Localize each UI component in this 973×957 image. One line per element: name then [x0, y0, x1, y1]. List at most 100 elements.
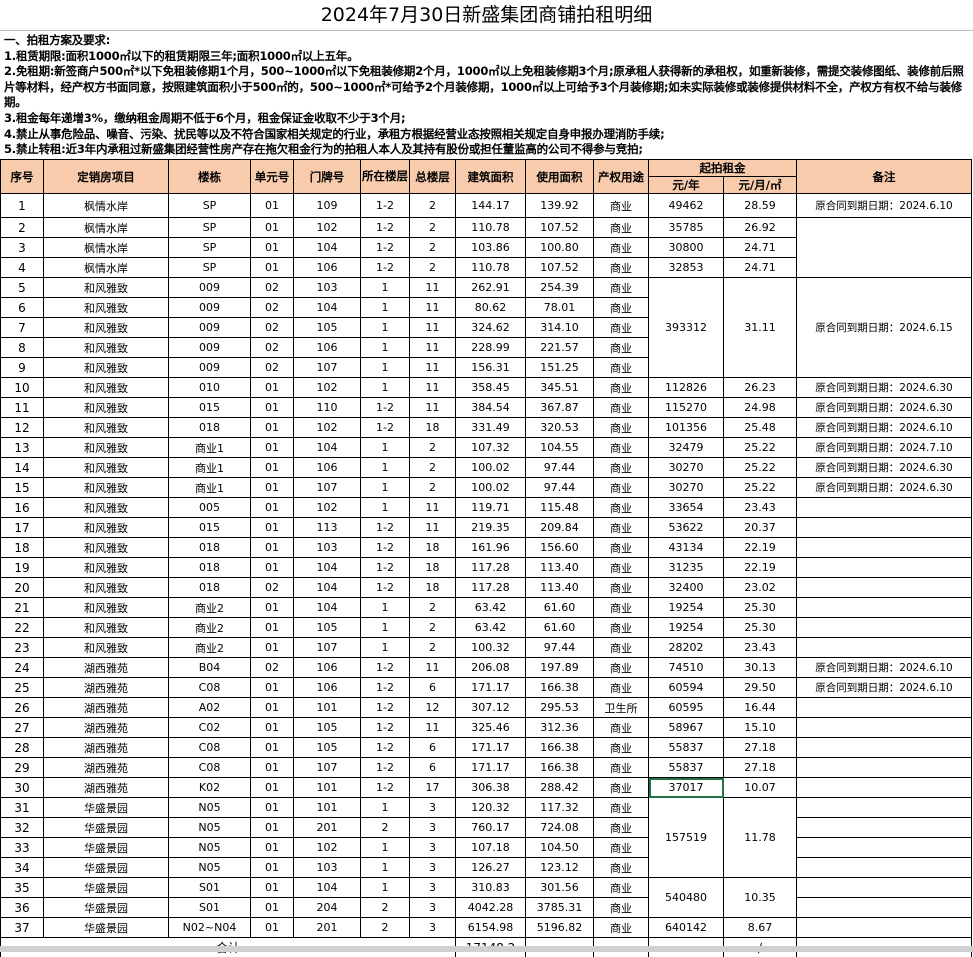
cell-unit[interactable]: 02 [251, 658, 294, 678]
cell-use-area[interactable]: 288.42 [526, 778, 594, 798]
cell-unit[interactable]: 01 [251, 458, 294, 478]
cell-build-area[interactable]: 4042.28 [456, 898, 526, 918]
cell-build-area[interactable]: 120.32 [456, 798, 526, 818]
cell-building[interactable]: C08 [169, 738, 251, 758]
cell-unit[interactable]: 02 [251, 358, 294, 378]
cell-unit[interactable]: 01 [251, 838, 294, 858]
cell-floor[interactable]: 1 [361, 298, 410, 318]
cell-project[interactable]: 枫情水岸 [44, 238, 169, 258]
cell-unit[interactable]: 01 [251, 378, 294, 398]
cell-note[interactable]: 原合同到期日期：2024.6.30 [797, 398, 972, 418]
cell-seq[interactable]: 14 [1, 458, 44, 478]
cell-rent-month[interactable]: 20.37 [724, 518, 797, 538]
cell-floor[interactable]: 1-2 [361, 758, 410, 778]
header-rent-year[interactable]: 元/年 [649, 177, 724, 194]
cell-use-area[interactable]: 724.08 [526, 818, 594, 838]
cell-floor[interactable]: 1-2 [361, 578, 410, 598]
cell-rent-month[interactable]: 25.22 [724, 458, 797, 478]
cell-seq[interactable]: 5 [1, 278, 44, 298]
cell-seq[interactable]: 30 [1, 778, 44, 798]
cell-unit[interactable]: 01 [251, 718, 294, 738]
cell-total-floors[interactable]: 3 [410, 818, 456, 838]
cell-total-floors[interactable]: 6 [410, 758, 456, 778]
cell-use-area[interactable]: 312.36 [526, 718, 594, 738]
cell-floor[interactable]: 1-2 [361, 398, 410, 418]
cell-building[interactable]: N05 [169, 858, 251, 878]
cell-use-area[interactable]: 61.60 [526, 598, 594, 618]
cell-total-floors[interactable]: 2 [410, 238, 456, 258]
cell-door[interactable]: 102 [294, 218, 361, 238]
cell-building[interactable]: 009 [169, 318, 251, 338]
cell-total-floors[interactable]: 11 [410, 278, 456, 298]
cell-floor[interactable]: 1-2 [361, 678, 410, 698]
cell-rent-year[interactable]: 112826 [649, 378, 724, 398]
cell-unit[interactable]: 01 [251, 218, 294, 238]
cell-unit[interactable]: 01 [251, 194, 294, 218]
cell-total-floors[interactable]: 2 [410, 438, 456, 458]
cell-rent-year[interactable]: 53622 [649, 518, 724, 538]
cell-unit[interactable]: 01 [251, 898, 294, 918]
cell-rent-year[interactable]: 33654 [649, 498, 724, 518]
cell-seq[interactable]: 19 [1, 558, 44, 578]
cell-floor[interactable]: 1-2 [361, 558, 410, 578]
cell-use-area[interactable]: 97.44 [526, 638, 594, 658]
cell-project[interactable]: 和风雅致 [44, 298, 169, 318]
cell-project[interactable]: 和风雅致 [44, 498, 169, 518]
cell-build-area[interactable]: 100.32 [456, 638, 526, 658]
cell-project[interactable]: 湖西雅苑 [44, 678, 169, 698]
cell-use-area[interactable]: 295.53 [526, 698, 594, 718]
cell-usage[interactable]: 商业 [594, 358, 649, 378]
cell-usage[interactable]: 商业 [594, 298, 649, 318]
cell-unit[interactable]: 01 [251, 538, 294, 558]
cell-note[interactable] [797, 578, 972, 598]
cell-floor[interactable]: 1-2 [361, 778, 410, 798]
cell-build-area[interactable]: 331.49 [456, 418, 526, 438]
cell-usage[interactable]: 商业 [594, 478, 649, 498]
cell-floor[interactable]: 2 [361, 818, 410, 838]
cell-door[interactable]: 106 [294, 258, 361, 278]
cell-use-area[interactable]: 345.51 [526, 378, 594, 398]
cell-unit[interactable]: 01 [251, 698, 294, 718]
cell-build-area[interactable]: 144.17 [456, 194, 526, 218]
cell-door[interactable]: 101 [294, 778, 361, 798]
cell-project[interactable]: 华盛景园 [44, 858, 169, 878]
cell-note[interactable] [797, 918, 972, 938]
cell-note[interactable] [797, 518, 972, 538]
cell-door[interactable]: 102 [294, 838, 361, 858]
header-seq[interactable]: 序号 [1, 160, 44, 194]
cell-total-floors[interactable]: 6 [410, 738, 456, 758]
cell-seq[interactable]: 27 [1, 718, 44, 738]
cell-build-area[interactable]: 310.83 [456, 878, 526, 898]
header-rent[interactable]: 起拍租金 [649, 160, 797, 177]
cell-seq[interactable]: 24 [1, 658, 44, 678]
cell-rent-month[interactable]: 25.48 [724, 418, 797, 438]
cell-seq[interactable]: 2 [1, 218, 44, 238]
cell-rent-month[interactable]: 27.18 [724, 758, 797, 778]
cell-door[interactable]: 106 [294, 678, 361, 698]
cell-building[interactable]: 009 [169, 338, 251, 358]
cell-rent-month[interactable]: 15.10 [724, 718, 797, 738]
cell-use-area[interactable]: 78.01 [526, 298, 594, 318]
cell-floor[interactable]: 1 [361, 858, 410, 878]
cell-build-area[interactable]: 760.17 [456, 818, 526, 838]
cell-floor[interactable]: 1-2 [361, 258, 410, 278]
cell-usage[interactable]: 商业 [594, 538, 649, 558]
cell-building[interactable]: 015 [169, 518, 251, 538]
cell-usage[interactable]: 商业 [594, 458, 649, 478]
cell-project[interactable]: 和风雅致 [44, 538, 169, 558]
cell-door[interactable]: 104 [294, 438, 361, 458]
cell-floor[interactable]: 1-2 [361, 194, 410, 218]
cell-seq[interactable]: 29 [1, 758, 44, 778]
cell-seq[interactable]: 20 [1, 578, 44, 598]
cell-usage[interactable]: 商业 [594, 798, 649, 818]
cell-use-area[interactable]: 113.40 [526, 558, 594, 578]
cell-floor[interactable]: 1-2 [361, 218, 410, 238]
cell-total-floors[interactable]: 2 [410, 638, 456, 658]
cell-unit[interactable]: 01 [251, 758, 294, 778]
cell-total-floors[interactable]: 2 [410, 598, 456, 618]
cell-use-area[interactable]: 320.53 [526, 418, 594, 438]
cell-note[interactable] [797, 698, 972, 718]
cell-use-area[interactable]: 221.57 [526, 338, 594, 358]
header-usage[interactable]: 产权用途 [594, 160, 649, 194]
cell-build-area[interactable]: 110.78 [456, 258, 526, 278]
